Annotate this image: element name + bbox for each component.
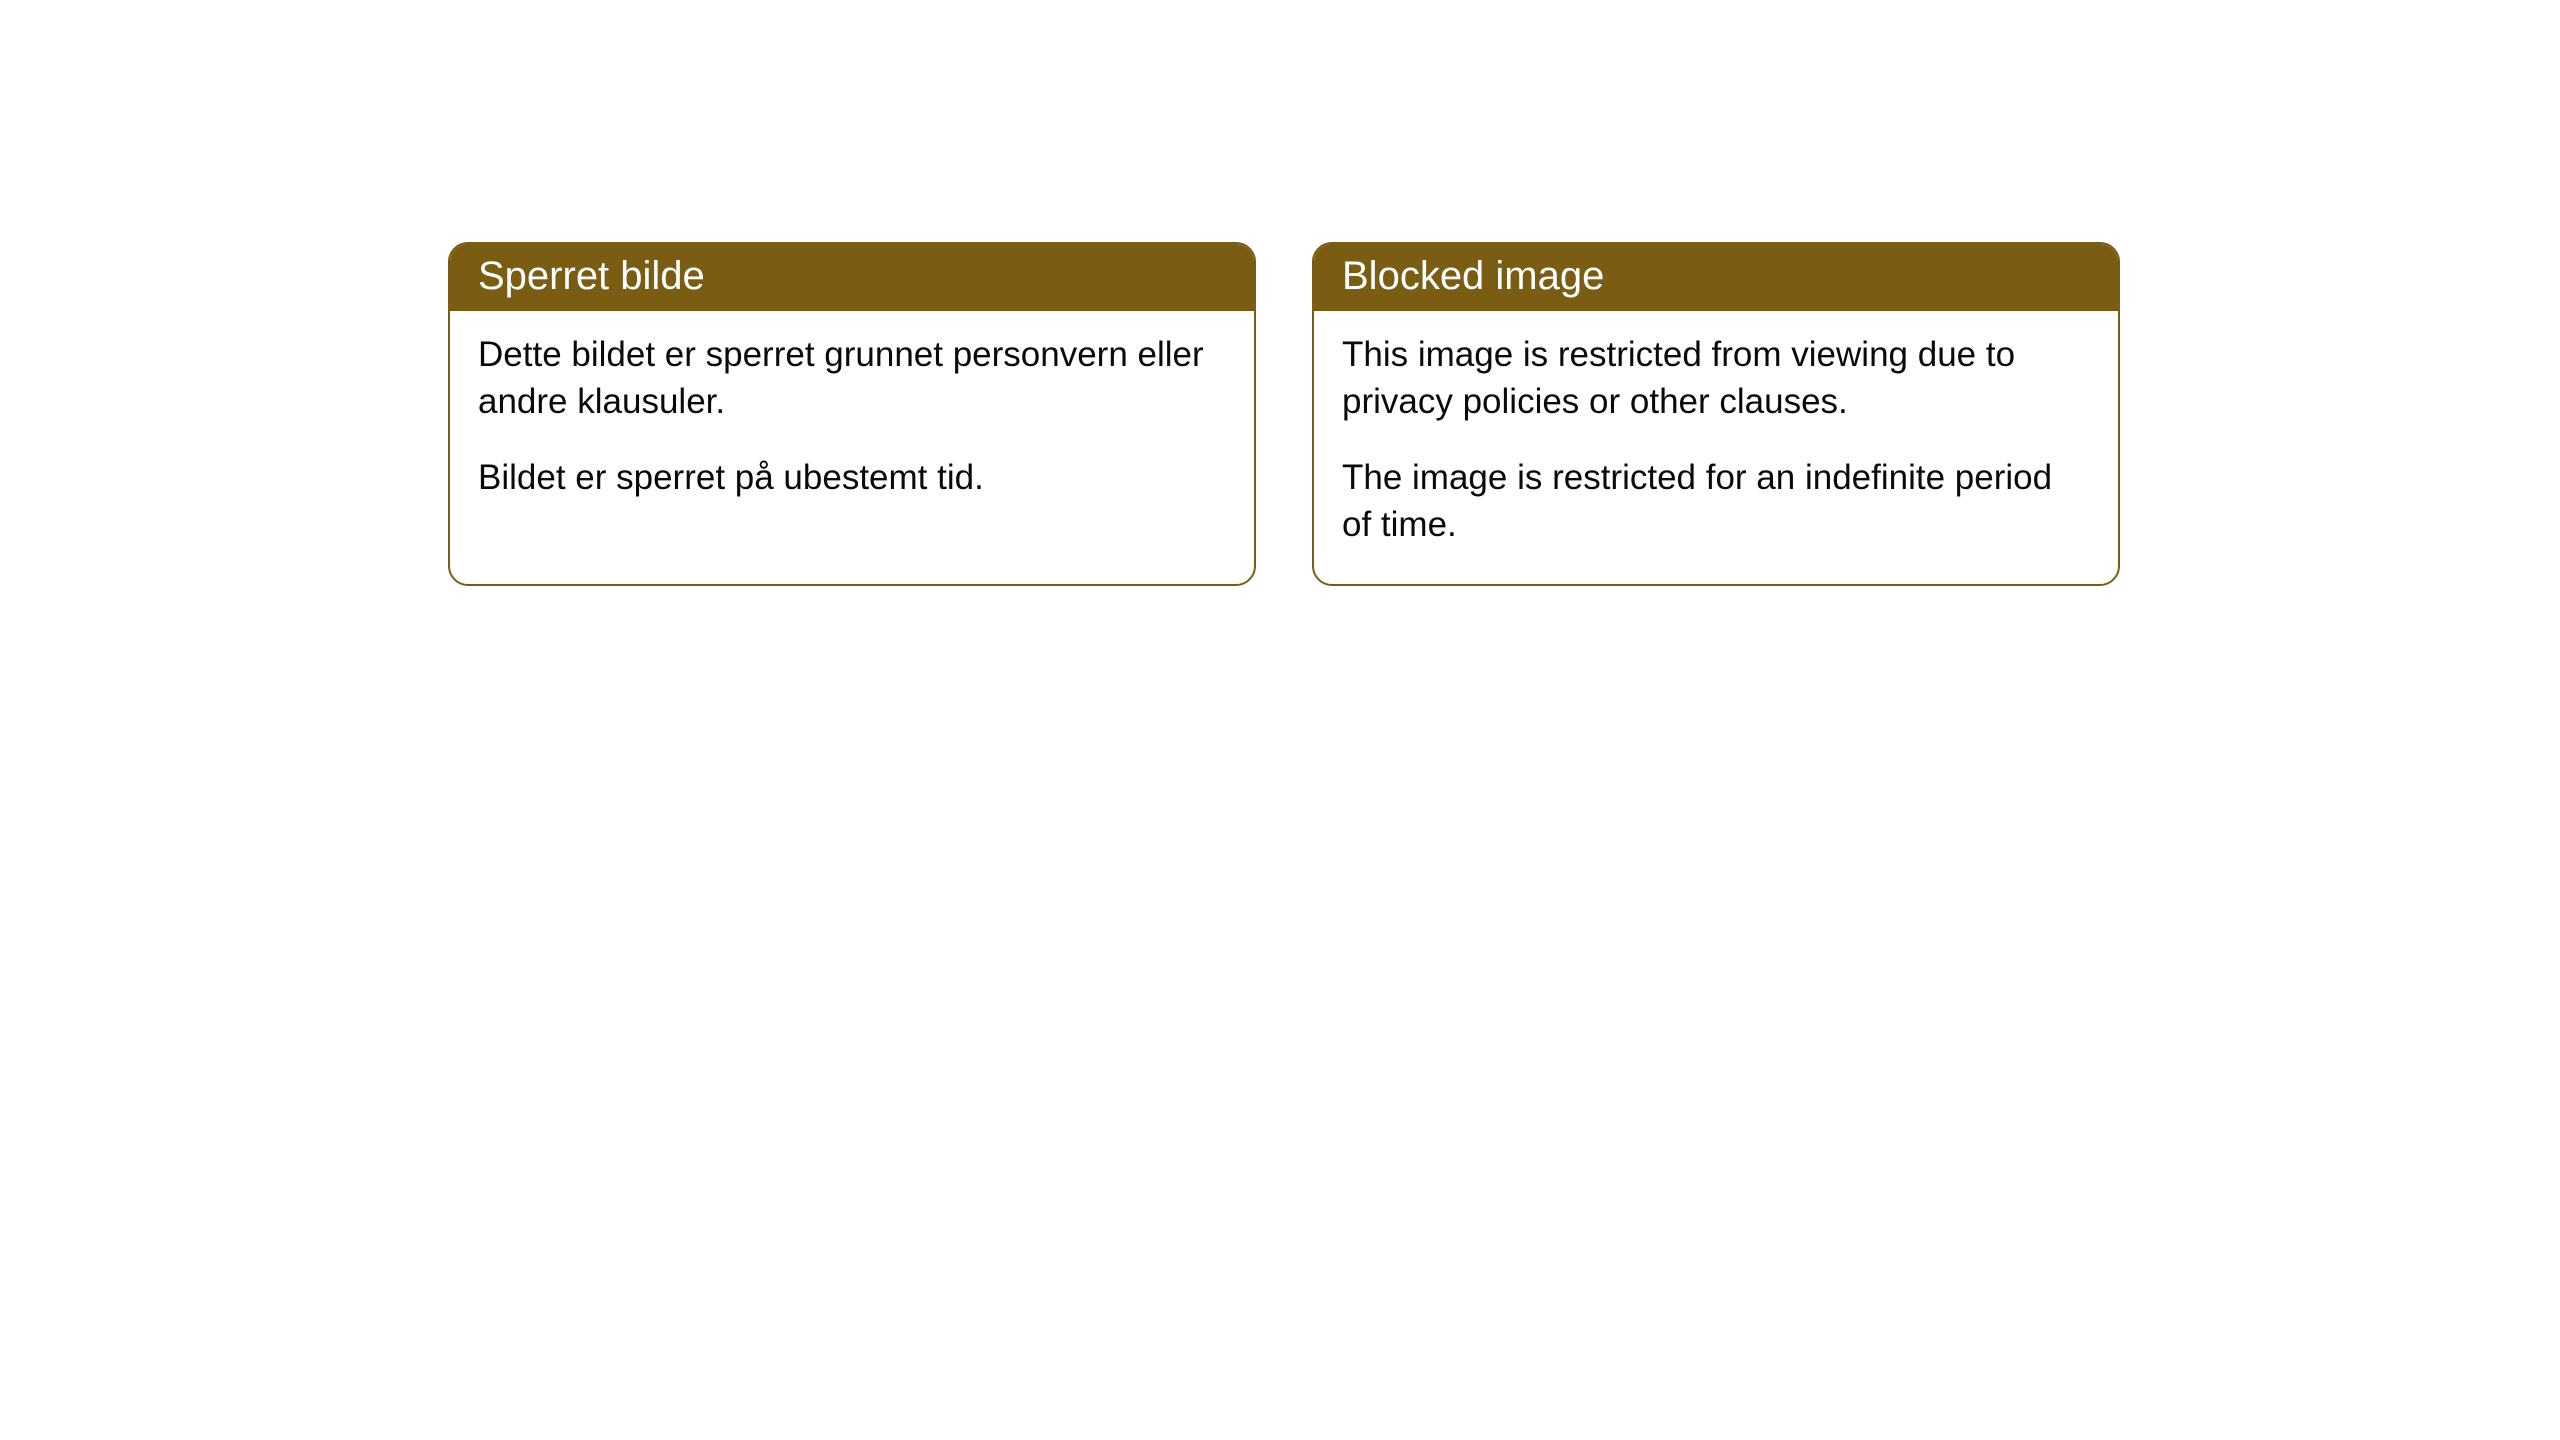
card-paragraph: Bildet er sperret på ubestemt tid. [478,454,1226,501]
notice-container: Sperret bilde Dette bildet er sperret gr… [0,0,2560,586]
card-title: Blocked image [1314,244,2118,311]
card-body: Dette bildet er sperret grunnet personve… [450,311,1254,537]
notice-card-english: Blocked image This image is restricted f… [1312,242,2120,586]
card-paragraph: This image is restricted from viewing du… [1342,331,2090,426]
card-body: This image is restricted from viewing du… [1314,311,2118,584]
notice-card-norwegian: Sperret bilde Dette bildet er sperret gr… [448,242,1256,586]
card-paragraph: Dette bildet er sperret grunnet personve… [478,331,1226,426]
card-paragraph: The image is restricted for an indefinit… [1342,454,2090,549]
card-title: Sperret bilde [450,244,1254,311]
